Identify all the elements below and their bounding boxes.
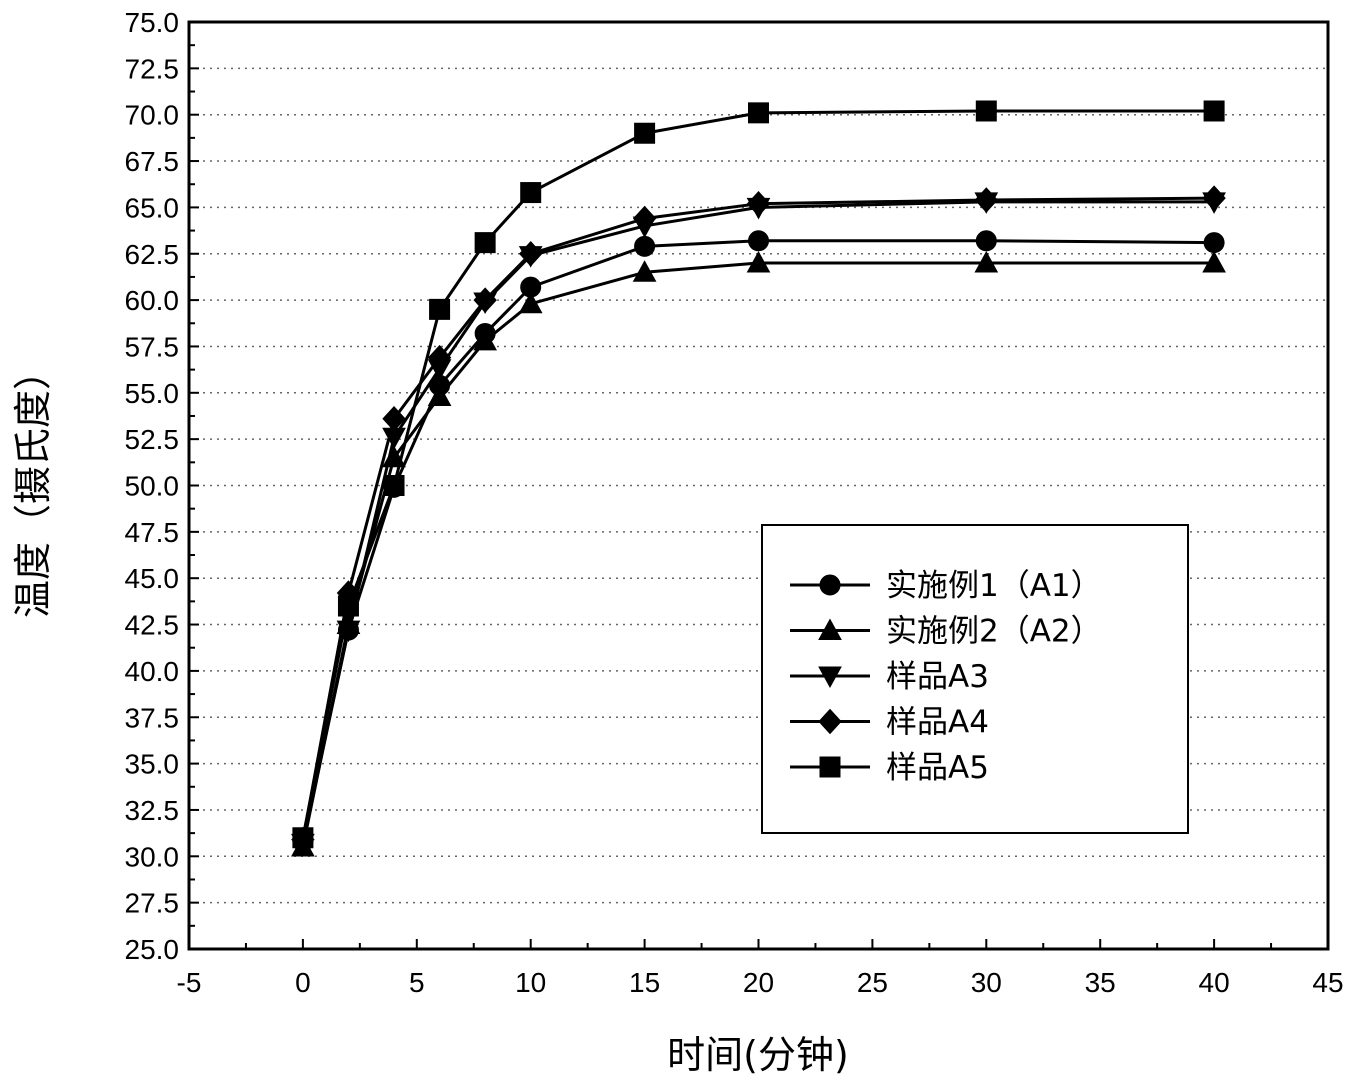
series-5: [292, 100, 1225, 849]
data-point: [974, 187, 998, 213]
data-point: [474, 232, 496, 254]
series-line: [301, 196, 1215, 840]
x-tick-label: 35: [1085, 967, 1116, 998]
data-point: [632, 205, 657, 232]
y-tick-label: 27.5: [125, 888, 180, 919]
data-point: [975, 230, 997, 252]
data-point: [519, 241, 543, 267]
y-tick-label: 67.5: [125, 146, 180, 177]
legend-item: 样品A3: [790, 659, 989, 695]
data-point: [337, 595, 359, 617]
data-point: [518, 291, 543, 314]
x-tick-label: 10: [515, 967, 546, 998]
y-tick-label: 35.0: [125, 749, 180, 780]
data-point: [746, 190, 771, 217]
legend-label: 实施例1（A1）: [886, 568, 1102, 604]
data-point: [383, 475, 405, 496]
axis-ticks: 25.0 27.5 30.0 32.5 35.0 37.5 40.0 42.5 45.0 47.5…: [125, 7, 1344, 998]
data-series: [291, 100, 1226, 857]
y-tick-label: 32.5: [125, 795, 180, 826]
x-tick-label: -5: [177, 967, 202, 998]
y-tick-label: 30.0: [125, 841, 180, 872]
legend-item: 实施例1（A1）: [790, 568, 1102, 604]
x-tick-label: 5: [409, 967, 425, 998]
legend-label: 实施例2（A2）: [886, 614, 1102, 650]
x-tick-label: 40: [1199, 967, 1230, 998]
grid-lines: [189, 67, 1328, 904]
y-tick-label: 25.0: [125, 934, 180, 965]
data-point: [382, 406, 406, 432]
y-tick-label: 42.5: [125, 610, 180, 641]
y-tick-label: 55.0: [125, 378, 180, 409]
y-tick-label: 72.5: [125, 53, 180, 84]
x-tick-label: 0: [295, 967, 311, 998]
data-point: [634, 122, 656, 144]
x-axis-title: 时间(分钟): [667, 1033, 849, 1077]
y-tick-label: 52.5: [125, 424, 180, 455]
legend-item: 实施例2（A2）: [790, 614, 1102, 650]
data-point: [427, 344, 452, 371]
data-point: [634, 235, 656, 257]
data-point: [473, 287, 497, 313]
y-tick-label: 37.5: [125, 702, 180, 733]
y-tick-label: 62.5: [125, 239, 180, 270]
y-tick-label: 70.0: [125, 100, 180, 131]
x-tick-label: 25: [857, 967, 888, 998]
x-tick-label: 45: [1312, 967, 1343, 998]
legend: 实施例1（A1） 实施例2（A2） 样品A3 样品A4 样品A5: [761, 524, 1189, 834]
data-point: [473, 328, 497, 351]
y-tick-label: 45.0: [125, 563, 180, 594]
data-point: [1202, 185, 1226, 211]
data-point: [1202, 250, 1226, 273]
legend-label: 样品A5: [886, 750, 989, 786]
data-point: [292, 827, 314, 849]
data-point: [974, 250, 999, 273]
y-tick-label: 57.5: [125, 331, 180, 362]
data-point: [520, 182, 542, 204]
legend-marker: [818, 666, 842, 689]
data-point: [746, 250, 771, 273]
data-point: [427, 384, 452, 407]
data-point: [748, 230, 769, 252]
legend-items: 实施例1（A1） 实施例2（A2） 样品A3 样品A4 样品A5: [790, 568, 1102, 786]
legend-marker: [818, 708, 842, 735]
y-tick-label: 40.0: [125, 656, 180, 687]
data-point: [632, 260, 657, 282]
data-point: [1203, 100, 1225, 122]
y-tick-label: 47.5: [125, 517, 180, 548]
legend-marker: [819, 756, 841, 778]
legend-item: 样品A4: [790, 705, 989, 741]
x-tick-label: 30: [971, 967, 1002, 998]
data-point: [748, 102, 769, 124]
x-tick-label: 20: [743, 967, 774, 998]
legend-item: 样品A5: [790, 750, 989, 786]
y-tick-label: 65.0: [125, 192, 180, 223]
series-line: [301, 109, 1215, 839]
series-line: [301, 261, 1215, 848]
legend-marker: [818, 618, 842, 640]
y-tick-label: 75.0: [125, 7, 180, 38]
legend-marker: [819, 574, 841, 596]
y-axis-title: 温度（摄氏度）: [11, 352, 55, 618]
legend-label: 样品A3: [886, 659, 989, 695]
series-line: [301, 239, 1215, 842]
y-tick-label: 50.0: [125, 471, 180, 502]
y-tick-label: 60.0: [125, 285, 180, 316]
data-point: [975, 100, 997, 122]
x-tick-label: 15: [629, 967, 660, 998]
data-point: [429, 298, 451, 320]
data-point: [1203, 232, 1225, 254]
legend-label: 样品A4: [886, 705, 989, 741]
